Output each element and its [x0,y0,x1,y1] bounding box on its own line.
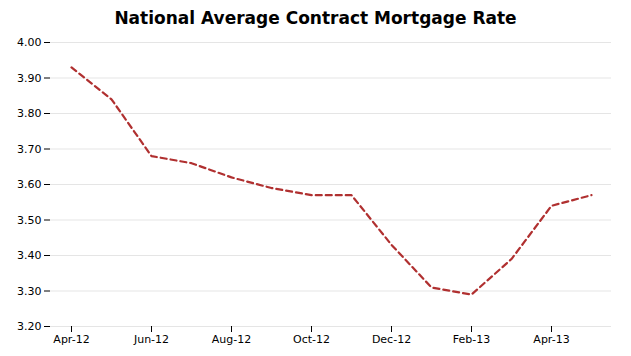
svg-text:3.20: 3.20 [17,320,42,333]
svg-text:3.80: 3.80 [17,107,42,120]
html-text:National Average Contract Mort: National Average Contract Mortgage Rate [114,8,517,28]
svg-text:Jun-12: Jun-12 [133,333,169,346]
svg-text:3.30: 3.30 [17,285,42,298]
svg-text:3.60: 3.60 [17,178,42,191]
svg-text:3.50: 3.50 [17,214,42,227]
svg-text:3.90: 3.90 [17,72,42,85]
svg-text:Apr-13: Apr-13 [533,333,569,346]
svg-text:Feb-13: Feb-13 [453,333,490,346]
svg-text:Aug-12: Aug-12 [212,333,251,346]
svg-text:3.70: 3.70 [17,143,42,156]
svg-text:Oct-12: Oct-12 [293,333,330,346]
svg-text:Dec-12: Dec-12 [372,333,411,346]
svg-text:3.40: 3.40 [17,249,42,262]
svg-text:Apr-12: Apr-12 [53,333,89,346]
svg-text:4.00: 4.00 [17,36,42,49]
